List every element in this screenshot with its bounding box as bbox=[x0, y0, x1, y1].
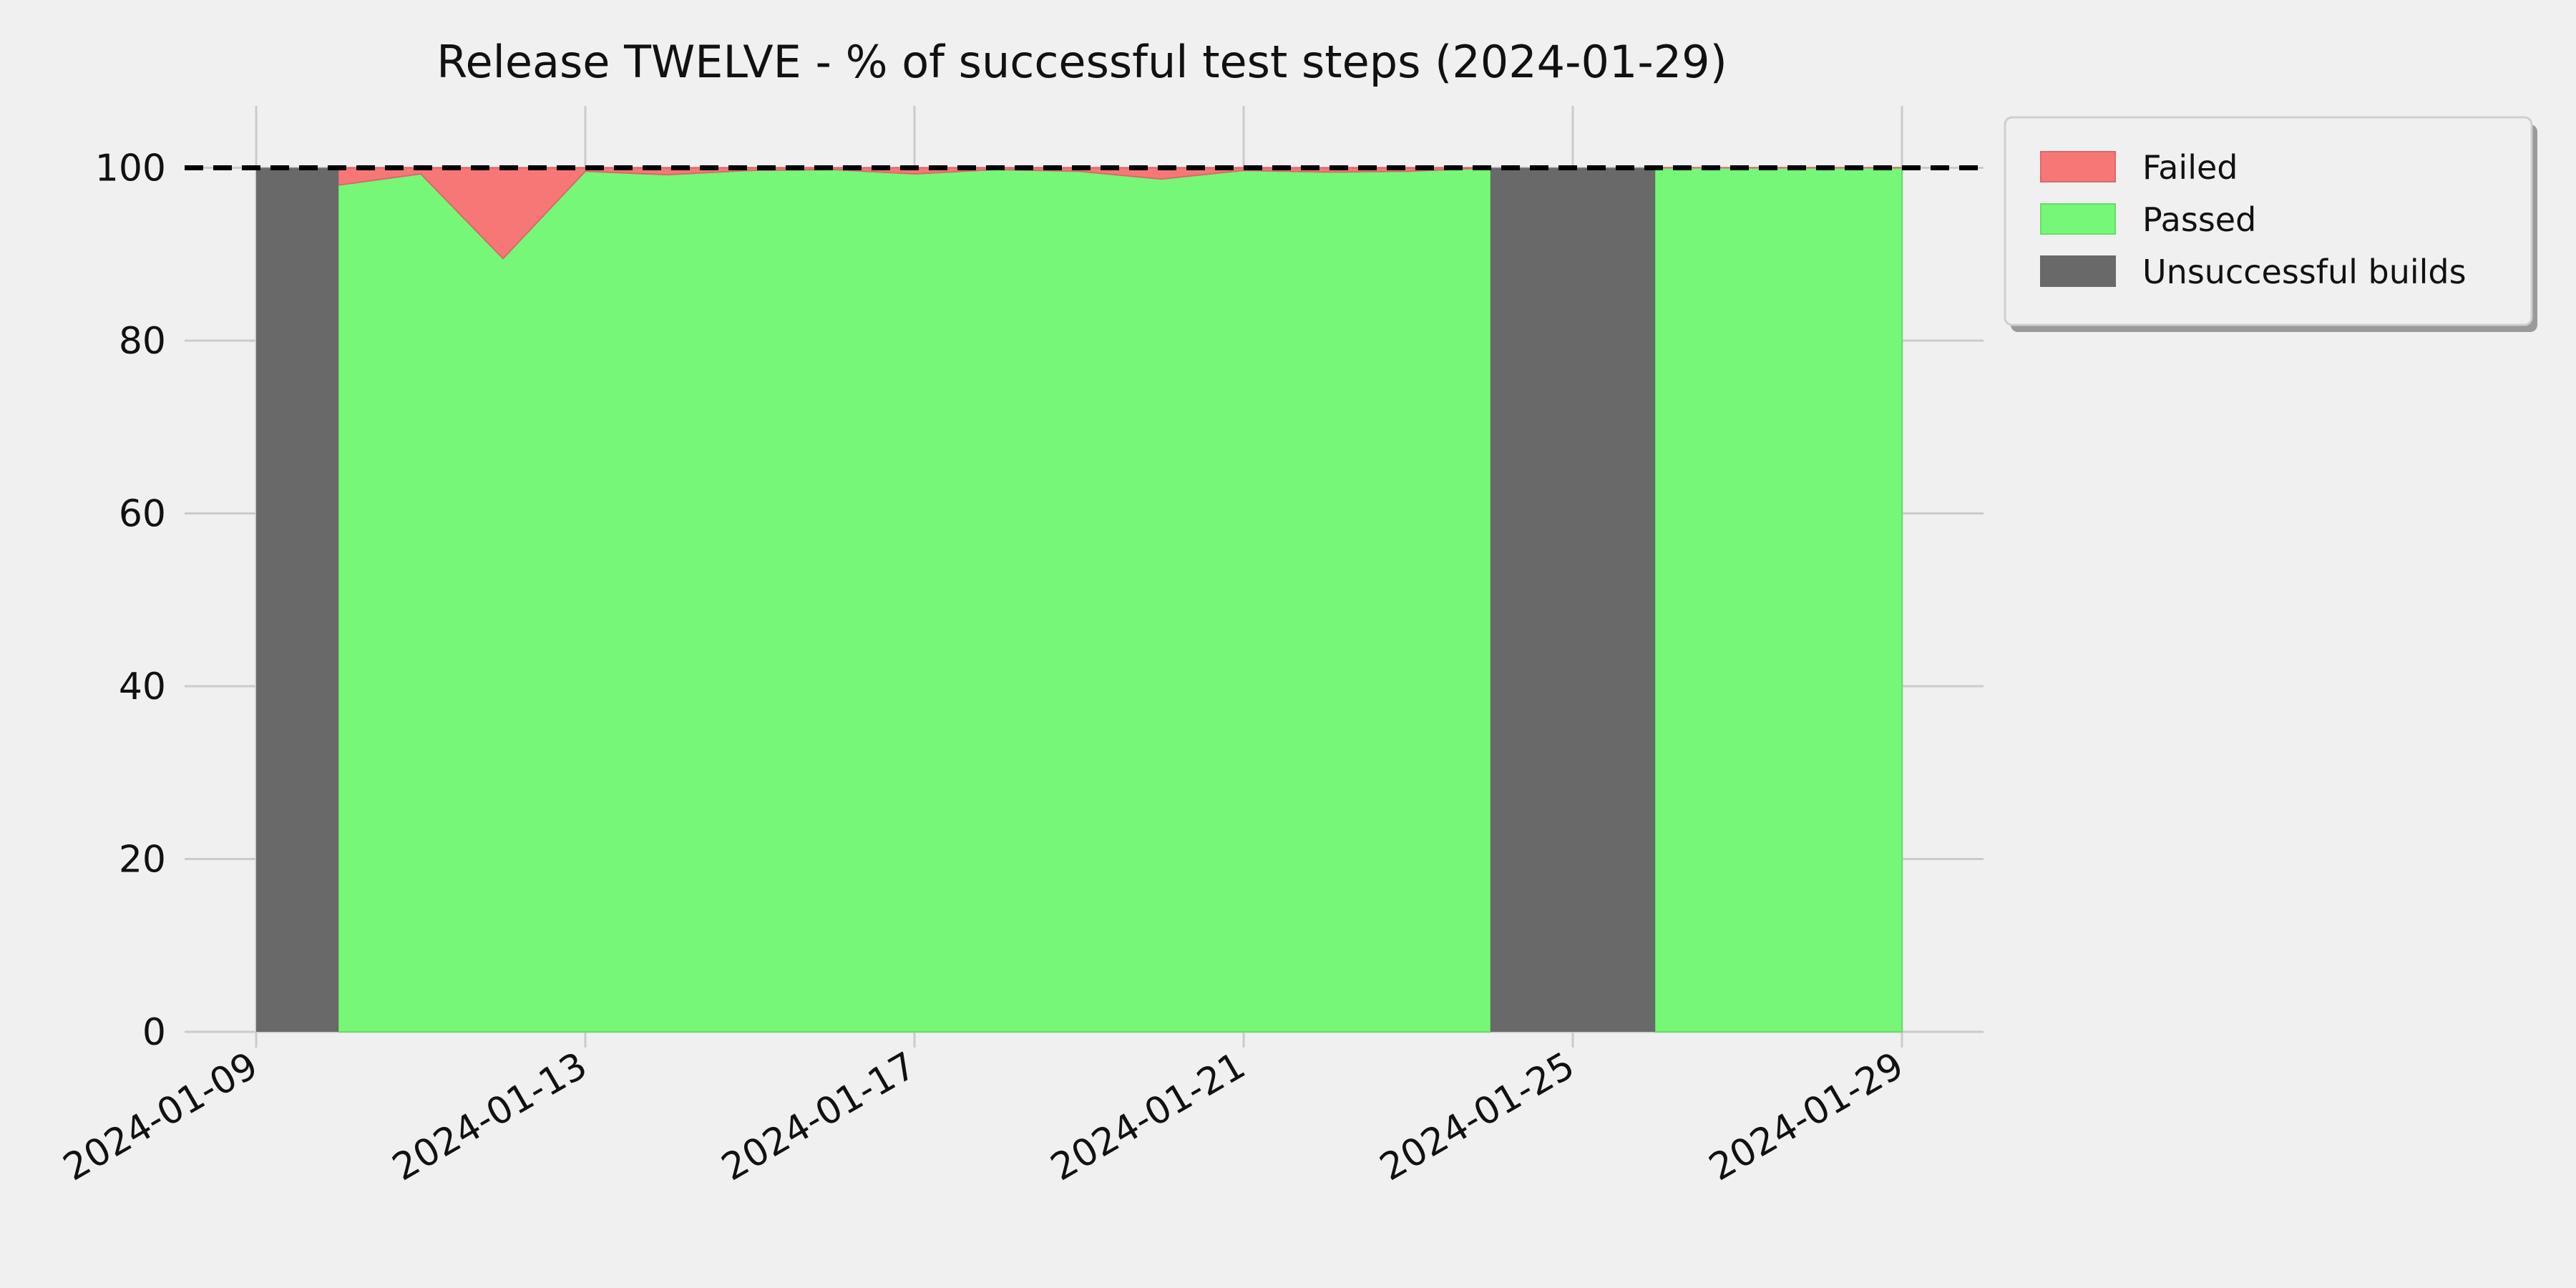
x-tick-label: 2024-01-25 bbox=[1373, 1044, 1582, 1189]
legend-swatch bbox=[2040, 151, 2116, 182]
x-tick-label: 2024-01-09 bbox=[57, 1044, 265, 1189]
y-tick-label: 20 bbox=[119, 839, 166, 882]
passed-area bbox=[338, 167, 1491, 1033]
legend: Failed Passed Unsuccessful builds bbox=[2004, 116, 2537, 332]
passed-area bbox=[1654, 167, 1903, 1033]
y-axis: 0 20 40 60 80 100 bbox=[95, 147, 166, 1055]
unsuccessful-build-bar bbox=[256, 167, 338, 1032]
x-tick-label: 2024-01-17 bbox=[715, 1044, 924, 1189]
plot-area bbox=[185, 165, 1984, 1033]
x-tick-label: 2024-01-13 bbox=[386, 1044, 595, 1189]
y-tick-label: 80 bbox=[119, 320, 166, 363]
chart-title: Release TWELVE - % of successful test st… bbox=[436, 36, 1727, 88]
x-axis: 2024-01-09 2024-01-13 2024-01-17 2024-01-21… bbox=[57, 1044, 1911, 1189]
legend-box bbox=[2004, 116, 2533, 326]
legend-label: Passed bbox=[2142, 200, 2256, 239]
unsuccessful-build-bar bbox=[1491, 167, 1655, 1032]
legend-swatch bbox=[2040, 203, 2116, 235]
legend-label: Unsuccessful builds bbox=[2142, 253, 2467, 291]
y-tick-label: 40 bbox=[119, 665, 166, 708]
x-tick-label: 2024-01-29 bbox=[1702, 1044, 1911, 1189]
y-tick-label: 0 bbox=[142, 1011, 166, 1054]
x-tick-label: 2024-01-21 bbox=[1044, 1044, 1253, 1189]
legend-label: Failed bbox=[2142, 148, 2238, 187]
y-tick-label: 100 bbox=[95, 147, 166, 190]
legend-swatch bbox=[2040, 255, 2116, 287]
y-tick-label: 60 bbox=[119, 493, 166, 536]
